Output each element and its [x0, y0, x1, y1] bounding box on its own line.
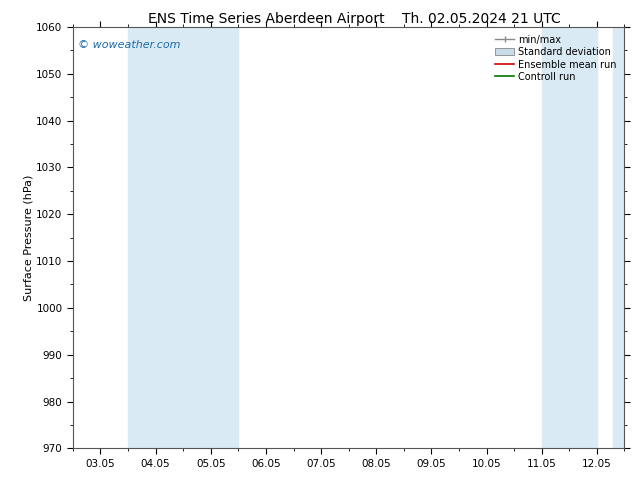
Bar	[614, 27, 624, 448]
Bar	[128, 27, 238, 448]
Text: Th. 02.05.2024 21 UTC: Th. 02.05.2024 21 UTC	[403, 12, 561, 26]
Text: ENS Time Series Aberdeen Airport: ENS Time Series Aberdeen Airport	[148, 12, 385, 26]
Y-axis label: Surface Pressure (hPa): Surface Pressure (hPa)	[23, 174, 34, 301]
Text: © woweather.com: © woweather.com	[79, 40, 181, 49]
Bar	[541, 27, 597, 448]
Legend: min/max, Standard deviation, Ensemble mean run, Controll run: min/max, Standard deviation, Ensemble me…	[492, 32, 619, 85]
